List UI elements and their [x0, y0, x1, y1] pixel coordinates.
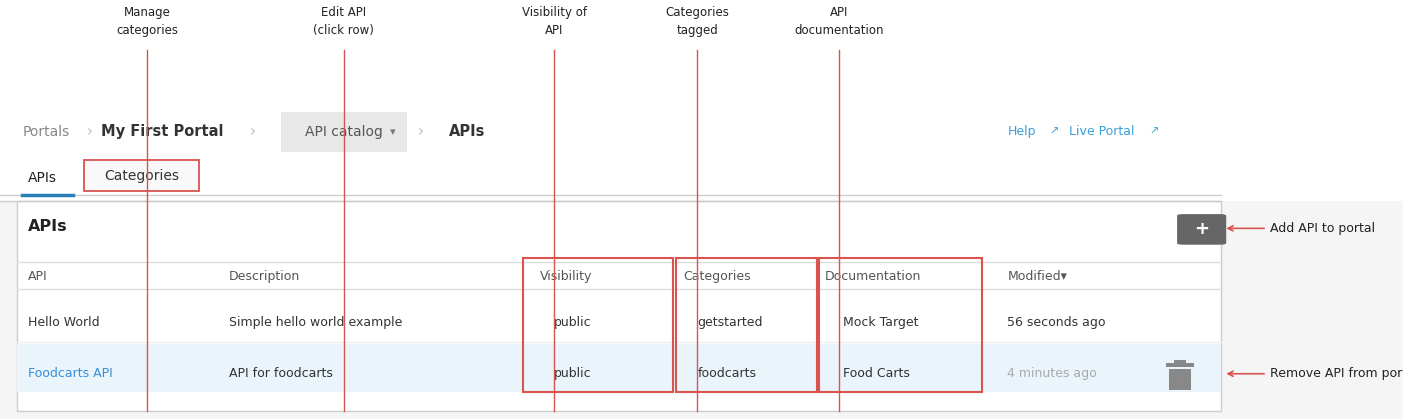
- Text: +: +: [1194, 220, 1209, 238]
- Text: Food Carts: Food Carts: [843, 367, 911, 380]
- Bar: [676, 258, 817, 392]
- Bar: [0, 0, 1403, 201]
- Bar: [281, 112, 407, 152]
- Text: foodcarts: foodcarts: [697, 367, 756, 380]
- Text: 4 minutes ago: 4 minutes ago: [1007, 367, 1097, 380]
- Text: Manage
categories: Manage categories: [116, 6, 178, 37]
- Text: Mock Target: Mock Target: [843, 316, 919, 329]
- FancyBboxPatch shape: [84, 160, 199, 191]
- Text: Add API to portal: Add API to portal: [1228, 222, 1375, 235]
- Text: ↗: ↗: [1149, 127, 1159, 137]
- Text: APIs: APIs: [28, 171, 58, 185]
- Text: API
documentation: API documentation: [794, 6, 884, 37]
- Text: ▾: ▾: [390, 127, 396, 137]
- Text: getstarted: getstarted: [697, 316, 763, 329]
- Text: public: public: [554, 367, 592, 380]
- Text: Categories
tagged: Categories tagged: [665, 6, 730, 37]
- Text: Hello World: Hello World: [28, 316, 100, 329]
- Bar: [819, 258, 982, 392]
- Text: Visibility of
API: Visibility of API: [522, 6, 586, 37]
- Text: public: public: [554, 316, 592, 329]
- Text: APIs: APIs: [449, 124, 485, 140]
- Text: Remove API from portal: Remove API from portal: [1228, 367, 1403, 380]
- Text: API catalog: API catalog: [304, 125, 383, 139]
- Bar: [1174, 360, 1186, 363]
- Text: Modified▾: Modified▾: [1007, 270, 1068, 283]
- Bar: [1169, 369, 1191, 390]
- Text: Portals: Portals: [22, 125, 70, 139]
- Text: Help: Help: [1007, 125, 1035, 139]
- Text: My First Portal: My First Portal: [101, 124, 223, 140]
- FancyBboxPatch shape: [1177, 214, 1226, 245]
- Text: Live Portal: Live Portal: [1069, 125, 1135, 139]
- Text: Foodcarts API: Foodcarts API: [28, 367, 112, 380]
- Text: ›: ›: [250, 124, 255, 140]
- Text: ↗: ↗: [1049, 127, 1059, 137]
- Bar: [1166, 363, 1194, 367]
- Text: Simple hello world example: Simple hello world example: [229, 316, 403, 329]
- Text: Description: Description: [229, 270, 300, 283]
- Text: API for foodcarts: API for foodcarts: [229, 367, 333, 380]
- Text: Documentation: Documentation: [825, 270, 922, 283]
- Text: API: API: [28, 270, 48, 283]
- Text: 56 seconds ago: 56 seconds ago: [1007, 316, 1106, 329]
- Text: APIs: APIs: [28, 219, 67, 234]
- Text: Categories: Categories: [104, 169, 180, 183]
- Bar: [523, 258, 673, 392]
- Text: ›: ›: [87, 124, 93, 140]
- Bar: [17, 201, 1221, 411]
- Bar: [17, 344, 1221, 392]
- Text: Edit API
(click row): Edit API (click row): [313, 6, 375, 37]
- Text: ›: ›: [418, 124, 424, 140]
- Text: Visibility: Visibility: [540, 270, 592, 283]
- Text: Categories: Categories: [683, 270, 751, 283]
